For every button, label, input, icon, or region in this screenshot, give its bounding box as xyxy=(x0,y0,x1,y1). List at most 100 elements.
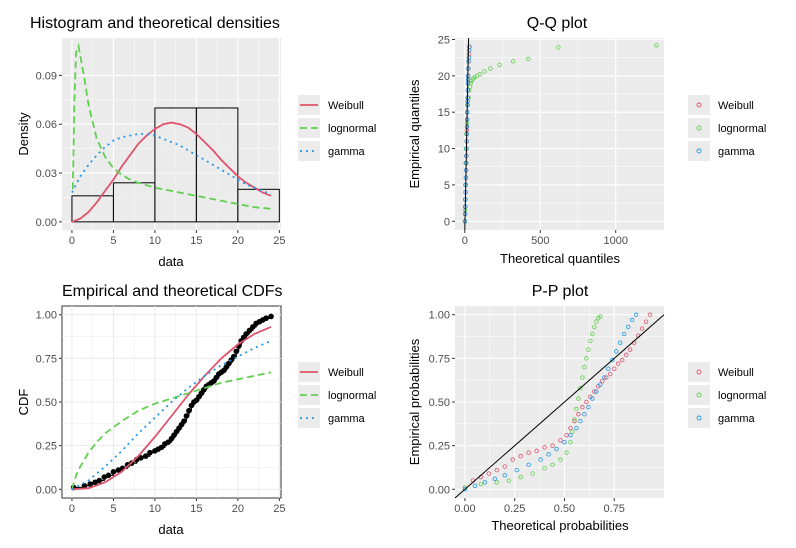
pp-point-lognormal xyxy=(582,364,587,370)
pp-point-weibull xyxy=(623,352,629,358)
pp-point-weibull xyxy=(486,471,492,476)
qq-legend: Weibull lognormal gamma xyxy=(688,95,766,161)
pp-point-weibull xyxy=(518,453,523,459)
pp-point-weibull xyxy=(584,399,589,405)
x-tick-label: 5 xyxy=(110,235,116,247)
empirical-cdf-point xyxy=(249,324,256,330)
empirical-cdf-point xyxy=(142,453,149,459)
legend-key-bg xyxy=(298,408,320,428)
y-tick-label: 20 xyxy=(438,71,450,83)
legend-label-gamma: gamma xyxy=(328,146,366,158)
qq-point-lognormal xyxy=(510,59,516,64)
x-tick-label: 500 xyxy=(531,235,549,247)
pp-plot: 0.00 0.25 0.50 0.75 0.00 0.25 0.50 0.75 1.00 xyxy=(429,306,665,515)
pp-point-weibull xyxy=(558,438,563,443)
qq-point-gamma xyxy=(467,44,472,49)
pp-ylabel: Empirical probabilities xyxy=(407,338,422,465)
pp-point-lognormal xyxy=(518,474,523,480)
legend-label-gamma: gamma xyxy=(718,413,756,425)
qq-ylabel: Empirical quantiles xyxy=(407,79,422,189)
y-tick-label: 1.00 xyxy=(36,310,57,322)
histogram-bar xyxy=(154,107,197,223)
pp-point-weibull xyxy=(616,361,621,366)
pp-point-gamma xyxy=(482,480,488,485)
qq-xlabel: Theoretical quantiles xyxy=(500,251,620,266)
cdf-legend: Weibull lognormal gamma xyxy=(298,362,376,428)
y-tick-label: 0.50 xyxy=(36,397,57,409)
x-tick-label: 1000 xyxy=(603,235,627,247)
legend-key-weibull xyxy=(696,102,702,108)
pp-point-lognormal xyxy=(594,319,599,324)
x-tick-label: 0.75 xyxy=(604,503,625,515)
x-tick-label: 15 xyxy=(190,235,202,247)
legend-label-lognormal: lognormal xyxy=(328,390,376,402)
y-tick-label: 0.06 xyxy=(36,119,57,131)
pp-point-lognormal xyxy=(530,471,535,476)
qq-point-lognormal xyxy=(468,80,474,86)
legend-key-bg xyxy=(298,141,320,161)
empirical-cdf-point xyxy=(147,449,153,456)
qq-point-lognormal xyxy=(654,43,659,48)
x-tick-label: 0.00 xyxy=(454,503,475,515)
histogram-plot: 0 5 10 15 20 25 0.00 0.03 0.06 0.09 xyxy=(36,38,285,247)
qq-point-lognormal xyxy=(488,66,493,71)
empirical-cdf-point xyxy=(181,418,187,425)
pp-point-weibull xyxy=(647,312,653,317)
empirical-cdf-point xyxy=(263,315,269,322)
qq-plot: 0 500 1000 0 5 10 15 20 25 xyxy=(438,34,664,247)
pp-point-weibull xyxy=(494,467,499,473)
y-tick-label: 0.00 xyxy=(429,484,450,496)
legend-key-bg xyxy=(688,95,710,115)
pp-point-gamma xyxy=(526,462,531,468)
legend-key-lognormal xyxy=(696,392,702,398)
histogram-xlabel: data xyxy=(158,254,184,269)
cdf-panel: Empirical and theoretical CDFs 0 5 10 15 20 2… xyxy=(16,283,376,537)
qq-point-lognormal xyxy=(497,62,502,68)
x-tick-label: 0 xyxy=(69,503,75,515)
pp-point-gamma xyxy=(586,405,591,410)
pp-point-gamma xyxy=(562,439,567,445)
pp-legend: Weibull lognormal gamma xyxy=(688,362,766,428)
pp-point-gamma xyxy=(538,457,543,462)
empirical-cdf-point xyxy=(243,331,249,337)
legend-label-weibull: Weibull xyxy=(718,367,754,379)
pp-point-gamma xyxy=(594,389,599,394)
y-tick-label: 0.09 xyxy=(36,70,57,82)
pp-point-weibull xyxy=(542,445,547,450)
histogram-bar xyxy=(112,182,156,223)
empirical-cdf-point xyxy=(138,455,144,461)
qq-point-lognormal xyxy=(556,45,561,50)
x-tick-label: 0 xyxy=(69,235,75,247)
density-curve-gamma xyxy=(71,133,272,196)
pp-point-lognormal xyxy=(564,450,569,455)
qq-point-lognormal xyxy=(482,69,487,74)
legend-key-lognormal xyxy=(696,125,702,131)
y-tick-label: 0.03 xyxy=(36,168,57,180)
empirical-cdf-point xyxy=(105,472,112,479)
histogram-panel: Histogram and theoretical densities 0 5 10… xyxy=(16,15,376,269)
legend-key-bg xyxy=(298,385,320,405)
legend-label-gamma: gamma xyxy=(328,413,366,425)
histogram-bar xyxy=(71,195,114,223)
x-tick-label: 0 xyxy=(462,235,468,247)
y-tick-label: 5 xyxy=(444,180,450,192)
pp-point-lognormal xyxy=(574,406,579,412)
pp-xlabel: Theoretical probabilities xyxy=(491,518,629,533)
legend-key-gamma xyxy=(696,148,702,154)
pp-point-lognormal xyxy=(550,462,555,468)
pp-point-lognormal xyxy=(580,375,585,380)
x-tick-label: 10 xyxy=(149,235,161,247)
legend-key-bg xyxy=(298,118,320,138)
empirical-cdf-point xyxy=(183,413,190,419)
pp-point-weibull xyxy=(534,448,539,454)
pp-point-gamma xyxy=(554,446,559,452)
legend-label-lognormal: lognormal xyxy=(718,123,766,135)
pp-point-lognormal xyxy=(506,478,511,483)
empirical-cdf-point xyxy=(233,348,240,355)
y-tick-label: 0.75 xyxy=(429,353,450,365)
pp-point-gamma xyxy=(633,312,639,317)
x-tick-label: 5 xyxy=(110,503,116,515)
empirical-cdf-point xyxy=(186,407,192,414)
legend-key-bg xyxy=(688,408,710,428)
histogram-ylabel: Density xyxy=(16,112,31,156)
